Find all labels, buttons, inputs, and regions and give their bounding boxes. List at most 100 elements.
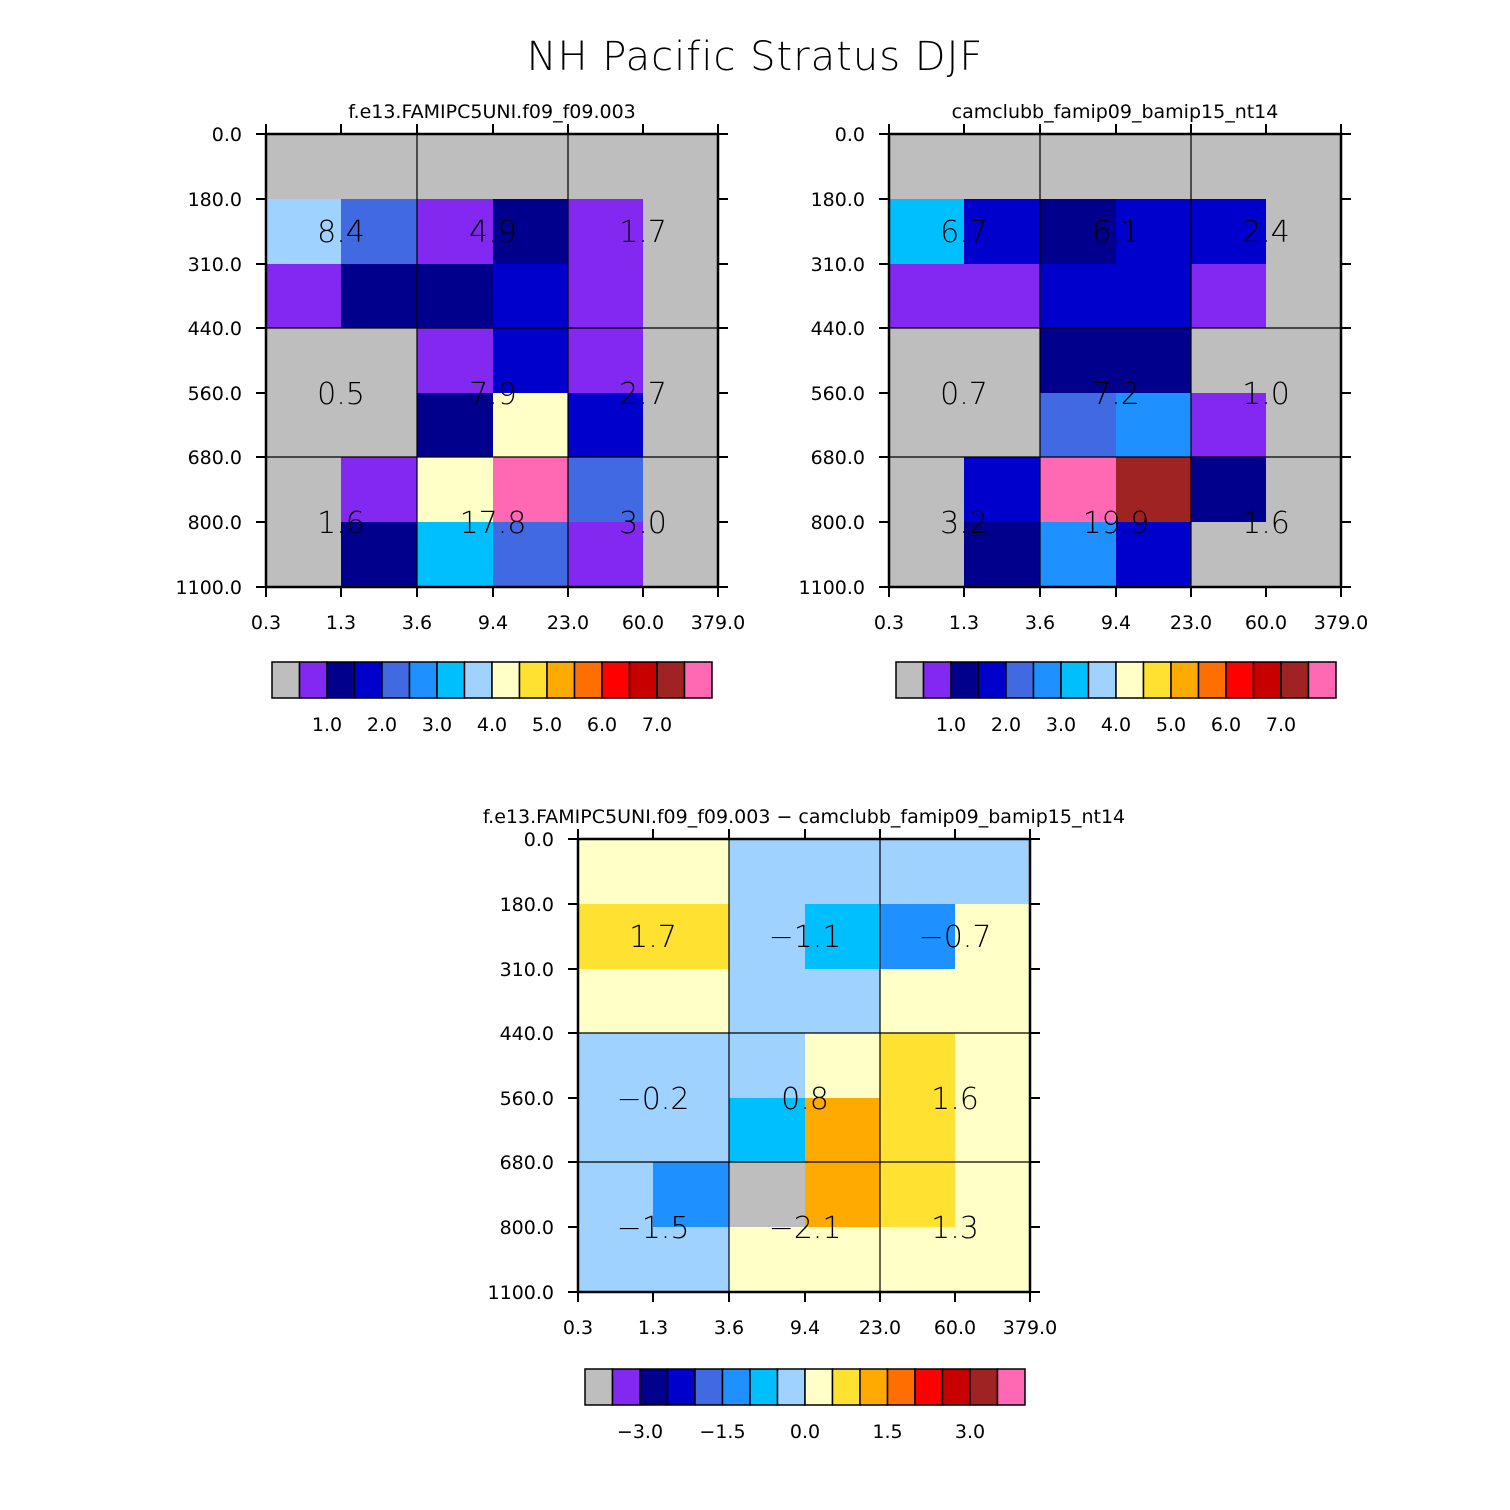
colorbar-swatch: [1252, 661, 1282, 699]
colorbar-swatch: [1060, 661, 1090, 699]
x-tick-label: 3.6: [402, 612, 432, 634]
colorbar-swatch: [996, 1368, 1026, 1406]
heatmap-cell: [889, 328, 965, 394]
heatmap-cell: [729, 1227, 806, 1293]
heatmap-cell: [341, 134, 418, 200]
heatmap-cell: [341, 393, 418, 458]
colorbar-label: 1.5: [872, 1421, 902, 1443]
colorbar-swatch: [1005, 661, 1035, 699]
heatmap-cell: [653, 1162, 730, 1228]
heatmap-cell: [493, 199, 569, 265]
heatmap-cell: [1191, 393, 1267, 458]
colorbar-swatch: [601, 661, 631, 699]
panel-test-run: camclubb_famip09_bamip15_nt14 0.3 1.3 3.6 9.…: [799, 101, 1369, 736]
colorbar-label: −1.5: [699, 1421, 745, 1443]
heatmap-cell: [964, 457, 1041, 523]
colorbar-swatch: [656, 661, 686, 699]
y-tick-label: 440.0: [811, 318, 865, 340]
heatmap-cell: [880, 1098, 956, 1163]
heatmap-cell: [1266, 457, 1342, 523]
heatmap-cell: [729, 1162, 806, 1228]
heatmap-cell: [568, 522, 644, 588]
colorbar-label: 2.0: [367, 714, 397, 736]
box-value-label: 6.1: [1092, 215, 1140, 250]
heatmap-cell: [955, 1227, 1031, 1293]
colorbar-swatch: [611, 1368, 641, 1406]
heatmap-cell: [568, 328, 644, 394]
box-value-label: −1.5: [617, 1211, 690, 1246]
colorbar-swatch: [1280, 661, 1310, 699]
box-value-label: 1.0: [1242, 377, 1290, 412]
colorbar-swatch: [969, 1368, 999, 1406]
heatmap-cell: [578, 1033, 654, 1099]
heatmap-cell: [729, 1098, 806, 1163]
y-tick-label: 680.0: [188, 447, 242, 469]
x-tick-label: 1.3: [326, 612, 356, 634]
x-tick-label: 379.0: [1314, 612, 1368, 634]
heatmap-cell: [1191, 199, 1267, 265]
y-tick-label: 560.0: [500, 1088, 554, 1110]
heatmap-cell: [1266, 134, 1342, 200]
heatmap-cell: [578, 1162, 654, 1228]
panel-title: f.e13.FAMIPC5UNI.f09_f09.003 − camclubb_…: [483, 806, 1125, 828]
colorbar-swatch: [694, 1368, 724, 1406]
colorbar-swatch: [683, 661, 713, 699]
colorbar-swatch: [573, 661, 603, 699]
heatmap-cell: [578, 904, 654, 970]
colorbar-swatch: [859, 1368, 889, 1406]
heatmap-cell: [1266, 264, 1342, 329]
heatmap-cell: [964, 393, 1041, 458]
box-value-label: 7.2: [1092, 377, 1140, 412]
x-tick-label: 23.0: [859, 1317, 901, 1339]
heatmap-cell: [964, 199, 1041, 265]
heatmap-cell: [889, 522, 965, 588]
heatmap-cell: [653, 1227, 730, 1293]
heatmap-cell: [266, 522, 342, 588]
box-value-label: 0.5: [317, 377, 365, 412]
y-tick-label: 0.0: [835, 124, 865, 146]
heatmap-cell: [643, 393, 719, 458]
colorbar-swatch: [326, 661, 356, 699]
heatmap-cell: [341, 264, 418, 329]
x-tick-label: 9.4: [478, 612, 508, 634]
heatmap-cell: [568, 457, 644, 523]
heatmap-cell: [1040, 134, 1117, 200]
box-value-label: 1.7: [619, 215, 667, 250]
y-tick-label: 680.0: [811, 447, 865, 469]
heatmap-cell: [1116, 457, 1192, 523]
x-tick-label: 0.3: [251, 612, 281, 634]
colorbar-swatch: [804, 1368, 834, 1406]
colorbar-label: 3.0: [1046, 714, 1076, 736]
box-value-label: −0.2: [617, 1082, 690, 1117]
heatmap-cell: [1040, 199, 1117, 265]
heatmap-cell: [1191, 134, 1267, 200]
y-tick-label: 800.0: [811, 512, 865, 534]
x-tick-label: 1.3: [638, 1317, 668, 1339]
x-tick-label: 3.6: [714, 1317, 744, 1339]
heatmap-cell: [643, 134, 719, 200]
y-tick-label: 1100.0: [799, 577, 865, 599]
heatmap-cell: [1191, 457, 1267, 523]
heatmap-cell: [964, 264, 1041, 329]
heatmap-cell: [1040, 328, 1117, 394]
colorbar-swatch: [721, 1368, 751, 1406]
x-tick-label: 23.0: [547, 612, 589, 634]
colorbar-swatch: [628, 661, 658, 699]
colorbar-swatch: [886, 1368, 916, 1406]
colorbar-swatch: [776, 1368, 806, 1406]
box-value-label: −0.7: [919, 920, 992, 955]
y-tick-label: 800.0: [188, 512, 242, 534]
colorbar-label: 7.0: [642, 714, 672, 736]
heatmap-cell: [653, 839, 730, 905]
heatmap-cell: [805, 1227, 881, 1293]
box-value-label: 8.4: [317, 215, 365, 250]
box-value-label: 4.9: [469, 215, 517, 250]
y-tick-label: 0.0: [524, 829, 554, 851]
colorbar-swatch: [1087, 661, 1117, 699]
heatmap-cell: [955, 1162, 1031, 1228]
x-tick-label: 23.0: [1170, 612, 1212, 634]
heatmap-cell: [653, 1033, 730, 1099]
colorbar-label: 5.0: [532, 714, 562, 736]
heatmap-cell: [643, 457, 719, 523]
